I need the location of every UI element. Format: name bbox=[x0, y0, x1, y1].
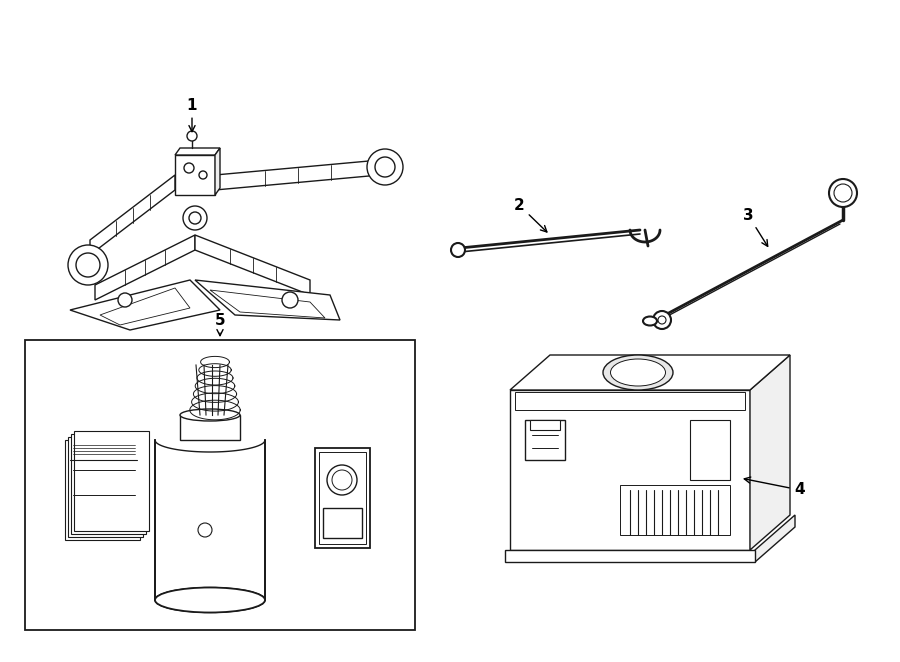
Circle shape bbox=[183, 206, 207, 230]
Circle shape bbox=[451, 243, 465, 257]
Polygon shape bbox=[525, 420, 565, 460]
Circle shape bbox=[829, 179, 857, 207]
Polygon shape bbox=[95, 235, 195, 300]
Polygon shape bbox=[530, 420, 560, 430]
Ellipse shape bbox=[155, 587, 265, 612]
Polygon shape bbox=[74, 431, 149, 531]
Polygon shape bbox=[90, 175, 175, 255]
Circle shape bbox=[184, 163, 194, 173]
Ellipse shape bbox=[643, 316, 657, 326]
Polygon shape bbox=[323, 508, 362, 538]
Circle shape bbox=[282, 292, 298, 308]
Circle shape bbox=[199, 171, 207, 179]
Polygon shape bbox=[755, 515, 795, 562]
Text: 2: 2 bbox=[514, 197, 547, 232]
Circle shape bbox=[375, 157, 395, 177]
Polygon shape bbox=[195, 235, 310, 295]
Polygon shape bbox=[175, 155, 215, 195]
Circle shape bbox=[198, 523, 212, 537]
Polygon shape bbox=[65, 440, 140, 540]
Polygon shape bbox=[690, 420, 730, 480]
Polygon shape bbox=[620, 485, 730, 535]
Polygon shape bbox=[195, 280, 340, 320]
Ellipse shape bbox=[155, 587, 265, 612]
Circle shape bbox=[834, 184, 852, 202]
Polygon shape bbox=[210, 290, 325, 318]
Polygon shape bbox=[505, 550, 755, 562]
Circle shape bbox=[76, 253, 100, 277]
Text: 4: 4 bbox=[744, 477, 806, 498]
Polygon shape bbox=[515, 392, 745, 410]
Polygon shape bbox=[70, 280, 220, 330]
Circle shape bbox=[332, 470, 352, 490]
Polygon shape bbox=[315, 448, 370, 548]
Polygon shape bbox=[100, 288, 190, 325]
Circle shape bbox=[367, 149, 403, 185]
Polygon shape bbox=[71, 434, 146, 534]
Polygon shape bbox=[155, 440, 265, 600]
Bar bbox=[25, 340, 415, 630]
Text: 3: 3 bbox=[742, 207, 768, 246]
Circle shape bbox=[327, 465, 357, 495]
Polygon shape bbox=[68, 437, 143, 537]
Ellipse shape bbox=[610, 359, 665, 386]
Polygon shape bbox=[180, 415, 240, 440]
Polygon shape bbox=[750, 355, 790, 550]
Polygon shape bbox=[215, 148, 220, 195]
Circle shape bbox=[187, 131, 197, 141]
Circle shape bbox=[653, 311, 671, 329]
Circle shape bbox=[68, 245, 108, 285]
Polygon shape bbox=[510, 390, 750, 550]
Polygon shape bbox=[319, 452, 366, 544]
Polygon shape bbox=[215, 160, 380, 190]
Text: 5: 5 bbox=[215, 312, 225, 336]
Polygon shape bbox=[175, 148, 220, 155]
Circle shape bbox=[658, 316, 666, 324]
Text: 1: 1 bbox=[187, 97, 197, 132]
Ellipse shape bbox=[180, 409, 240, 421]
Polygon shape bbox=[510, 355, 790, 390]
Circle shape bbox=[118, 293, 132, 307]
Ellipse shape bbox=[603, 355, 673, 390]
Circle shape bbox=[189, 212, 201, 224]
